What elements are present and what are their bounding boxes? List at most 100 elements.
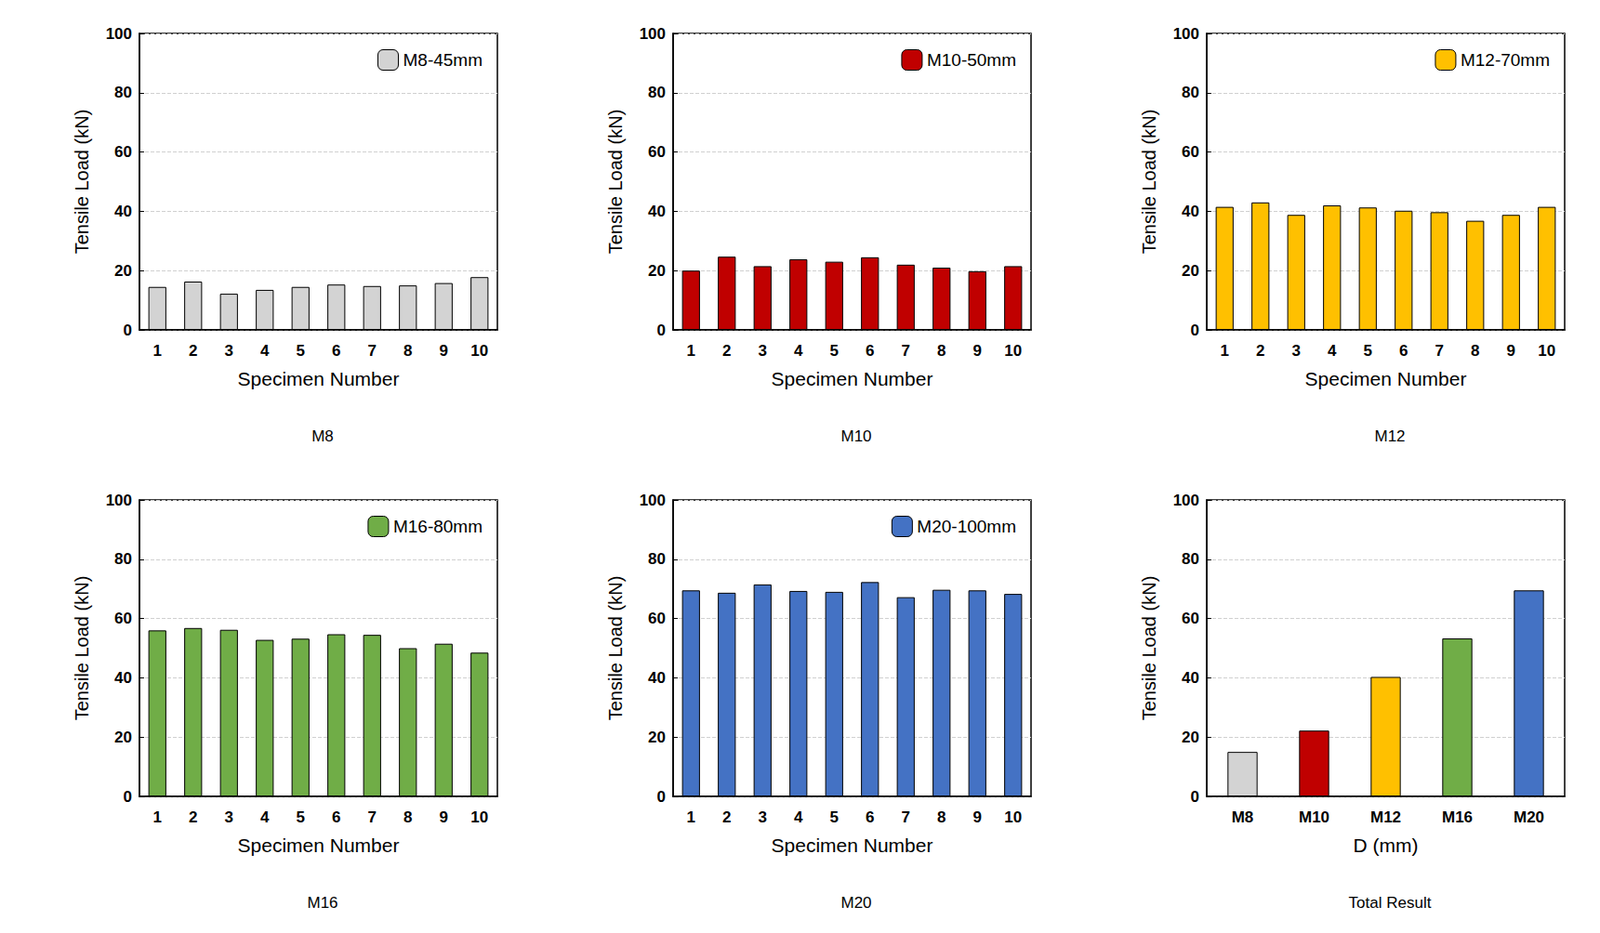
svg-text:M12: M12 — [1374, 427, 1405, 446]
svg-text:7: 7 — [368, 342, 377, 360]
svg-text:10: 10 — [1537, 342, 1556, 360]
svg-text:Specimen Number: Specimen Number — [238, 834, 400, 857]
svg-text:80: 80 — [647, 550, 666, 569]
svg-text:M16: M16 — [1441, 808, 1473, 827]
svg-text:40: 40 — [1181, 202, 1200, 221]
svg-text:7: 7 — [1435, 342, 1444, 360]
svg-text:7: 7 — [901, 342, 911, 360]
svg-text:M10: M10 — [1298, 808, 1330, 827]
svg-text:60: 60 — [647, 609, 666, 628]
svg-text:10: 10 — [1004, 808, 1022, 827]
svg-text:3: 3 — [1292, 342, 1301, 360]
svg-text:10: 10 — [470, 808, 489, 827]
svg-text:40: 40 — [647, 669, 666, 688]
svg-text:Tensile Load (kN): Tensile Load (kN) — [605, 576, 626, 722]
svg-text:4: 4 — [793, 808, 804, 827]
svg-text:9: 9 — [439, 808, 449, 827]
svg-text:20: 20 — [114, 262, 133, 280]
svg-text:100: 100 — [105, 25, 133, 43]
svg-text:M12-70mm: M12-70mm — [1460, 50, 1550, 70]
svg-text:3: 3 — [758, 342, 767, 360]
svg-text:M10-50mm: M10-50mm — [926, 50, 1017, 70]
svg-text:8: 8 — [403, 808, 412, 827]
svg-text:M16-80mm: M16-80mm — [393, 516, 483, 537]
svg-text:60: 60 — [647, 143, 666, 161]
svg-text:5: 5 — [296, 342, 305, 360]
svg-text:80: 80 — [647, 83, 666, 102]
svg-text:8: 8 — [937, 342, 946, 360]
svg-text:Tensile Load (kN): Tensile Load (kN) — [71, 109, 93, 255]
svg-text:Tensile Load (kN): Tensile Load (kN) — [71, 576, 93, 722]
svg-text:M16: M16 — [306, 894, 338, 913]
svg-text:60: 60 — [114, 143, 133, 161]
svg-text:20: 20 — [1181, 262, 1200, 280]
svg-text:100: 100 — [105, 491, 133, 510]
svg-text:3: 3 — [224, 342, 234, 360]
svg-text:40: 40 — [114, 202, 133, 221]
svg-text:D (mm): D (mm) — [1353, 834, 1419, 857]
svg-text:40: 40 — [647, 202, 666, 221]
svg-text:4: 4 — [260, 342, 270, 360]
svg-text:0: 0 — [1190, 788, 1200, 807]
svg-text:M20: M20 — [840, 894, 872, 913]
svg-text:60: 60 — [1181, 609, 1200, 628]
svg-text:M8: M8 — [1231, 808, 1255, 827]
svg-text:9: 9 — [973, 808, 982, 827]
svg-text:6: 6 — [331, 808, 341, 827]
svg-text:100: 100 — [639, 25, 666, 43]
svg-text:9: 9 — [439, 342, 449, 360]
svg-text:1: 1 — [153, 342, 162, 360]
svg-text:Tensile Load (kN): Tensile Load (kN) — [605, 109, 626, 255]
svg-text:Specimen Number: Specimen Number — [771, 834, 934, 857]
svg-text:Specimen Number: Specimen Number — [238, 368, 400, 390]
svg-text:0: 0 — [657, 321, 666, 340]
svg-text:80: 80 — [1181, 83, 1200, 102]
svg-text:8: 8 — [937, 808, 946, 827]
svg-text:100: 100 — [639, 491, 666, 510]
svg-text:Specimen Number: Specimen Number — [771, 368, 934, 390]
svg-text:2: 2 — [722, 342, 731, 360]
svg-text:M20-100mm: M20-100mm — [916, 516, 1017, 537]
svg-text:6: 6 — [1399, 342, 1408, 360]
svg-text:0: 0 — [1190, 321, 1200, 340]
svg-text:Total Result: Total Result — [1348, 894, 1432, 913]
svg-text:9: 9 — [973, 342, 982, 360]
svg-text:1: 1 — [687, 808, 696, 827]
svg-text:Specimen Number: Specimen Number — [1305, 368, 1468, 390]
svg-text:1: 1 — [153, 808, 162, 827]
svg-text:8: 8 — [1470, 342, 1480, 360]
svg-text:20: 20 — [647, 262, 666, 280]
svg-text:20: 20 — [647, 728, 666, 747]
svg-text:4: 4 — [793, 342, 804, 360]
svg-text:2: 2 — [188, 808, 198, 827]
svg-text:60: 60 — [1181, 143, 1200, 161]
svg-text:0: 0 — [123, 788, 133, 807]
svg-text:M8: M8 — [311, 427, 334, 446]
svg-text:6: 6 — [331, 342, 341, 360]
svg-text:60: 60 — [114, 609, 133, 628]
svg-text:6: 6 — [865, 808, 874, 827]
svg-text:80: 80 — [114, 550, 133, 569]
svg-text:100: 100 — [1173, 25, 1200, 43]
svg-text:1: 1 — [687, 342, 696, 360]
svg-text:40: 40 — [1181, 669, 1200, 688]
svg-text:4: 4 — [1327, 342, 1337, 360]
svg-text:0: 0 — [657, 788, 666, 807]
svg-text:Tensile Load (kN): Tensile Load (kN) — [1138, 576, 1160, 722]
svg-text:7: 7 — [901, 808, 911, 827]
svg-text:M12: M12 — [1370, 808, 1402, 827]
svg-text:80: 80 — [114, 83, 133, 102]
svg-text:5: 5 — [830, 808, 839, 827]
svg-text:6: 6 — [865, 342, 874, 360]
svg-text:5: 5 — [1363, 342, 1373, 360]
svg-text:2: 2 — [188, 342, 198, 360]
svg-text:40: 40 — [114, 669, 133, 688]
svg-text:3: 3 — [224, 808, 234, 827]
svg-text:0: 0 — [123, 321, 133, 340]
svg-text:20: 20 — [1181, 728, 1200, 747]
svg-text:100: 100 — [1173, 491, 1200, 510]
svg-text:M20: M20 — [1513, 808, 1545, 827]
svg-text:Tensile Load (kN): Tensile Load (kN) — [1138, 109, 1160, 255]
svg-text:M8-45mm: M8-45mm — [402, 50, 483, 70]
svg-text:2: 2 — [1256, 342, 1265, 360]
